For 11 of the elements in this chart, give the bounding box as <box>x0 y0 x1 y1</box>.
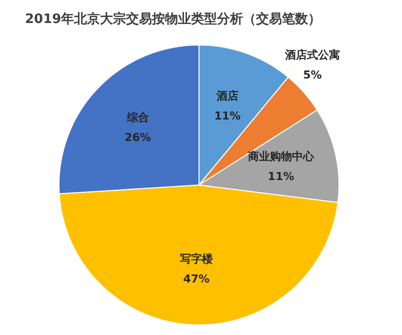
slice-label: 综合 <box>126 111 150 124</box>
data-label: 47% <box>183 272 210 286</box>
data-label: 11% <box>214 109 241 122</box>
data-label: 5% <box>303 68 322 82</box>
slice-label: 酒店式公寓 <box>284 48 340 62</box>
data-label: 26% <box>124 131 151 144</box>
slice-label: 商业购物中心 <box>246 150 315 164</box>
slice-label: 写字楼 <box>180 252 214 266</box>
chart-title: 2019年北京大宗交易按物业类型分析（交易笔数） <box>25 11 322 27</box>
data-label: 11% <box>268 170 294 184</box>
slice-label: 酒店 <box>215 89 238 102</box>
